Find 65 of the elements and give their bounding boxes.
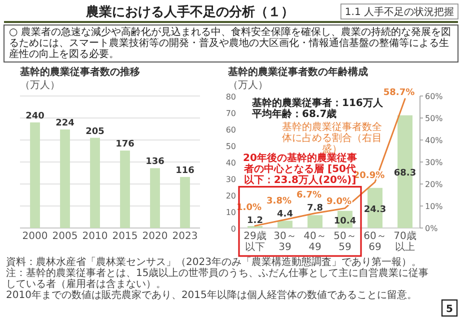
bar xyxy=(30,122,40,228)
y-tick-label: 60 xyxy=(226,126,236,134)
y-tick-label: 70 xyxy=(226,109,236,118)
bar xyxy=(150,168,160,228)
bar xyxy=(60,129,70,228)
bar xyxy=(120,150,130,228)
x-tick-label: 29歳以下 xyxy=(244,230,266,253)
y-axis-title: （万人） xyxy=(20,80,60,91)
bar xyxy=(90,138,100,228)
y2-tick-label: 30% xyxy=(425,158,444,167)
data-label: 68.3 xyxy=(394,168,416,179)
data-label: 4.4 xyxy=(277,210,293,220)
text: 農業における人手不足の分析（１） xyxy=(85,4,294,20)
y2-tick-label: 20% xyxy=(425,180,444,189)
annotation: 20年後の基幹的農業従事者の中心となる層 [50代以下：23.8万人(20%)] xyxy=(243,152,357,186)
y-axis-title: （万人） xyxy=(228,80,268,91)
y-tick-label: 50 xyxy=(226,142,236,151)
x-tick-label: 2020 xyxy=(142,231,168,242)
x-tick-label: 2000 xyxy=(22,231,48,242)
text: 2010年までの数値は販売農家であり、2015年以降は個人経営体の数値であることに留意。 xyxy=(6,289,417,301)
y2-tick-label: 60% xyxy=(425,92,444,101)
data-label: 6.7% xyxy=(296,190,322,200)
y-tick-label: 10 xyxy=(226,208,236,217)
data-label: 224 xyxy=(56,118,74,128)
text: 資料：農林水産省「農林業センサス」（2023年のみ「農業構造動態調査」であり第一報）。 xyxy=(6,256,422,268)
y2-tick-label: 40% xyxy=(425,136,444,145)
x-tick-label: 60～69 xyxy=(364,231,386,253)
bar xyxy=(308,215,322,228)
x-tick-label: 2005 xyxy=(52,231,78,242)
data-label: 205 xyxy=(86,126,104,137)
data-label: 3.8% xyxy=(266,196,292,207)
annotation: 基幹的農業従事者：116万人 xyxy=(251,97,384,109)
bar xyxy=(278,220,292,228)
x-tick-label: 40～49 xyxy=(304,231,326,253)
y-tick-label: 80 xyxy=(226,92,236,102)
chart-title: 基幹的農業従事者数の推移 xyxy=(19,66,140,78)
x-tick-label: 50～59 xyxy=(334,231,356,253)
y2-tick-label: 0% xyxy=(425,224,438,233)
text: 5 xyxy=(446,304,454,315)
chart-title: 基幹的農業従事者数の年齢構成 xyxy=(227,66,368,78)
text: 1.1 人手不足の状況把握 xyxy=(344,6,454,18)
x-tick-label: 30～39 xyxy=(274,231,296,253)
annotation: 平均年齢：68.7歳 xyxy=(251,108,337,120)
data-label: 176 xyxy=(116,140,134,150)
data-label: 1.2 xyxy=(247,216,263,226)
x-tick-label: 2015 xyxy=(112,231,138,242)
data-label: 9.0% xyxy=(326,197,352,208)
data-label: 58.7% xyxy=(383,88,415,98)
y-tick-label: 40 xyxy=(226,158,236,168)
bar xyxy=(180,176,190,228)
y-tick-label: 30 xyxy=(226,175,236,184)
data-label: 136 xyxy=(146,157,164,168)
x-tick-label: 2023 xyxy=(172,231,198,242)
data-label: 7.8 xyxy=(307,203,323,214)
data-label: 10.4 xyxy=(334,216,356,226)
x-tick-label: 2010 xyxy=(82,231,108,242)
data-label: 240 xyxy=(26,111,44,122)
y2-tick-label: 10% xyxy=(425,202,444,211)
data-label: 116 xyxy=(176,166,194,176)
y2-tick-label: 50% xyxy=(425,114,444,123)
x-tick-label: 70歳以上 xyxy=(394,230,416,253)
y-tick-label: 20 xyxy=(226,192,236,200)
data-label: 24.3 xyxy=(364,204,386,215)
text: 注：基幹的農業従事者とは、15歳以上の世帯員のうち、ふだん仕事として主に自営農業に従事している者（雇用者は含まない）。 xyxy=(6,267,429,290)
y-tick-label: 0 xyxy=(230,224,236,234)
